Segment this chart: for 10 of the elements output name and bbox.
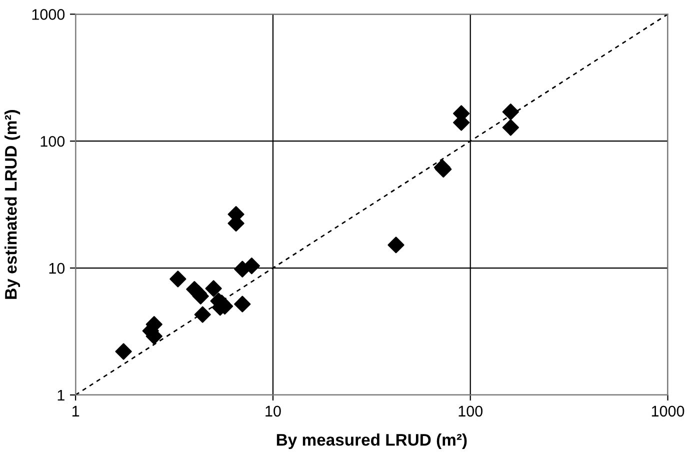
y-tick-label: 1 [58,390,64,400]
x-axis-title: By measured LRUD (m²) [276,434,467,450]
x-tick-label: 1 [72,406,80,416]
y-axis-title: By estimated LRUD (m²) [4,110,20,299]
x-tick-label: 100 [458,406,483,417]
y-tick-label: 1000 [32,9,65,20]
x-tick-label: 10 [266,406,281,417]
x-tick-label: 1000 [652,406,684,417]
y-tick-label: 100 [40,136,65,147]
y-tick-label: 10 [49,262,65,274]
